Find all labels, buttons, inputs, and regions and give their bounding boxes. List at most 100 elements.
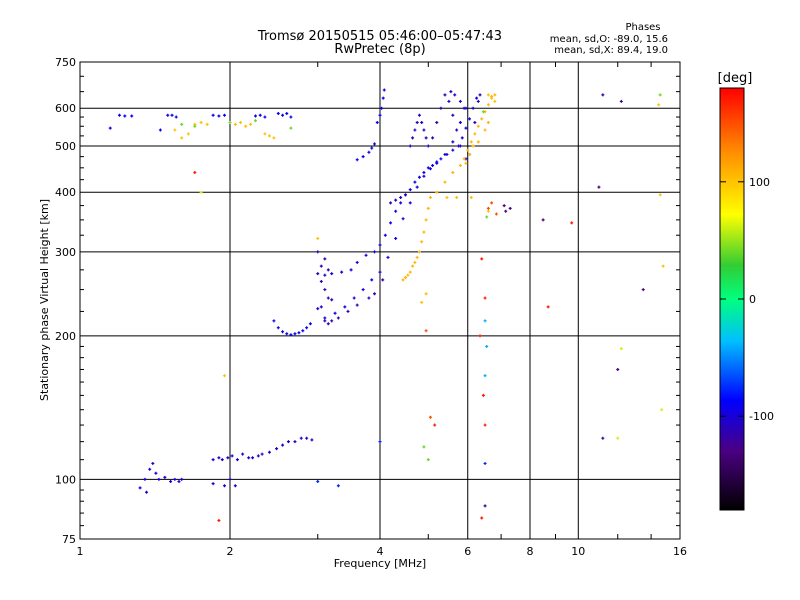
data-point: [443, 152, 447, 156]
data-point: [380, 106, 384, 110]
data-point: [346, 309, 350, 313]
data-point: [211, 113, 215, 117]
data-point: [263, 132, 267, 136]
phases-title: Phases: [625, 22, 660, 33]
data-point: [473, 132, 477, 136]
data-point: [490, 96, 494, 100]
data-point: [378, 270, 382, 274]
data-point: [230, 454, 234, 458]
data-point: [483, 504, 487, 508]
data-point: [485, 215, 489, 219]
data-point: [485, 344, 489, 348]
data-point: [460, 136, 464, 140]
data-point: [504, 209, 508, 213]
data-point: [308, 322, 312, 326]
data-point: [433, 423, 437, 427]
data-point: [389, 221, 393, 225]
data-point: [323, 316, 327, 320]
data-point: [411, 264, 415, 268]
colorbar-label: [deg]: [718, 71, 753, 86]
data-point: [445, 195, 449, 199]
data-point: [138, 486, 142, 490]
data-point: [464, 161, 468, 165]
data-point: [355, 303, 359, 307]
data-point: [476, 99, 480, 103]
data-point: [154, 471, 158, 475]
data-point: [260, 452, 264, 456]
data-point: [323, 273, 327, 277]
data-point: [123, 114, 127, 118]
data-point: [428, 167, 432, 171]
data-point: [458, 164, 462, 168]
data-point: [451, 140, 455, 144]
colorbar-tick-label: -100: [749, 410, 774, 423]
data-point: [420, 121, 424, 125]
data-point: [483, 296, 487, 300]
data-point: [211, 482, 215, 486]
data-point: [424, 218, 428, 222]
data-point: [480, 257, 484, 261]
data-point: [326, 268, 330, 272]
data-point: [422, 445, 426, 449]
data-point: [464, 126, 468, 130]
data-point: [458, 99, 462, 103]
data-point: [478, 334, 482, 338]
data-point: [408, 188, 412, 192]
data-point: [458, 144, 462, 148]
data-point: [658, 193, 662, 197]
data-point: [199, 121, 203, 125]
data-point: [299, 436, 303, 440]
data-point: [370, 146, 374, 150]
data-point: [426, 458, 430, 462]
data-point: [305, 436, 309, 440]
data-point: [443, 180, 447, 184]
data-point: [319, 305, 323, 309]
data-point: [148, 467, 152, 471]
data-point: [228, 477, 232, 481]
data-point: [469, 195, 473, 199]
data-point: [177, 479, 181, 483]
data-point: [323, 319, 327, 323]
data-point: [408, 144, 412, 148]
data-point: [330, 298, 334, 302]
data-point: [323, 288, 327, 292]
data-point: [476, 124, 480, 128]
data-point: [481, 110, 485, 114]
data-point: [333, 311, 337, 315]
data-point: [493, 99, 497, 103]
data-point: [451, 148, 455, 152]
data-point: [301, 329, 305, 333]
data-point: [471, 106, 475, 110]
data-point: [462, 157, 466, 161]
data-point: [166, 113, 170, 117]
data-point: [471, 144, 475, 148]
data-point: [340, 270, 344, 274]
data-point: [145, 490, 149, 494]
data-point: [281, 330, 285, 334]
data-point: [352, 296, 356, 300]
data-point: [267, 134, 271, 138]
data-point: [435, 121, 439, 125]
data-point: [289, 126, 293, 130]
data-point: [481, 393, 485, 397]
data-point: [173, 477, 177, 481]
data-point: [541, 218, 545, 222]
data-point: [186, 132, 190, 136]
data-point: [468, 117, 472, 121]
data-point: [455, 128, 459, 132]
data-point: [601, 93, 605, 97]
data-point: [406, 273, 410, 277]
data-point: [193, 170, 197, 174]
data-point: [157, 477, 161, 481]
data-point: [217, 456, 221, 460]
data-point: [233, 484, 237, 488]
data-point: [293, 440, 297, 444]
data-point: [415, 255, 419, 259]
data-point: [375, 121, 379, 125]
data-point: [413, 180, 417, 184]
data-point: [451, 113, 455, 117]
data-point: [381, 96, 385, 100]
data-point: [256, 454, 260, 458]
data-point: [486, 209, 490, 213]
